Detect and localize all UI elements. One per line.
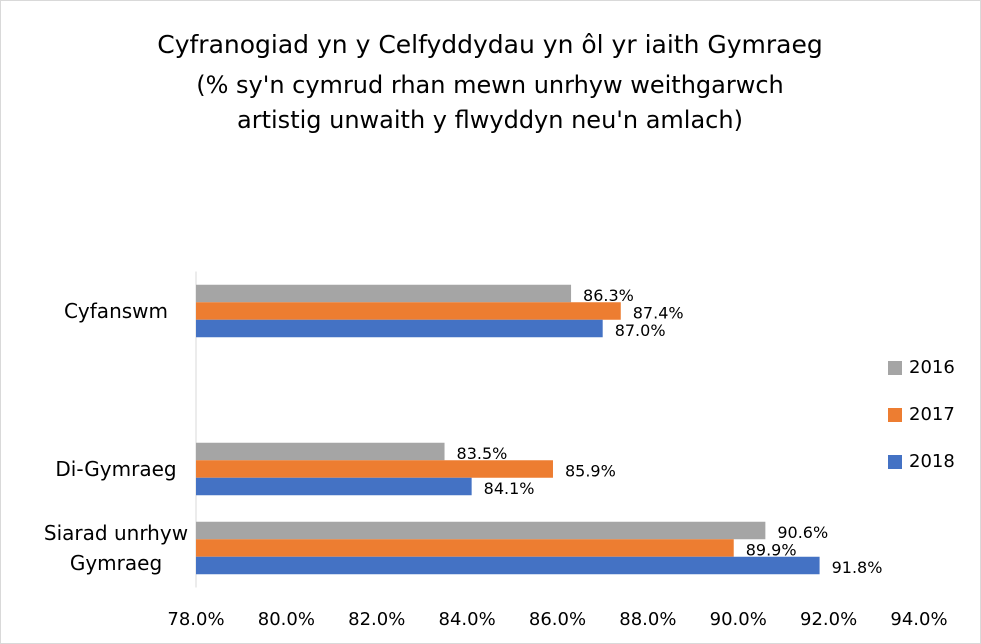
value-label: 87.4% <box>633 304 684 323</box>
legend-swatch <box>888 455 902 469</box>
bar <box>196 319 603 338</box>
legend-swatch <box>888 361 902 375</box>
value-label: 83.5% <box>457 444 508 463</box>
bar <box>196 442 445 461</box>
bar <box>196 539 734 557</box>
value-label: 89.9% <box>746 541 797 560</box>
chart-title: Cyfranogiad yn y Celfyddydau yn ôl yr ia… <box>157 30 823 59</box>
value-label: 91.8% <box>832 558 883 577</box>
x-tick-label: 80.0% <box>258 609 315 630</box>
x-tick-label: 86.0% <box>529 609 586 630</box>
bar <box>196 284 572 303</box>
x-tick-label: 90.0% <box>710 609 767 630</box>
legend-label: 2017 <box>909 404 955 425</box>
x-tick-label: 88.0% <box>619 609 676 630</box>
bar <box>196 477 472 496</box>
bar <box>196 302 621 320</box>
value-label: 87.0% <box>615 321 666 340</box>
x-tick-label: 78.0% <box>167 609 224 630</box>
x-tick-label: 82.0% <box>348 609 405 630</box>
y-tick-label: Cyfanswm <box>63 299 169 323</box>
legend-label: 2018 <box>909 451 955 472</box>
y-tick-label: Siarad unrhyw Gymraeg <box>43 521 189 575</box>
legend-swatch <box>888 408 902 422</box>
y-tick-label: Di-Gymraeg <box>55 457 177 481</box>
value-label: 90.6% <box>777 523 828 542</box>
legend-label: 2016 <box>909 357 955 378</box>
value-label: 86.3% <box>583 286 634 305</box>
bar <box>196 556 820 575</box>
x-tick-label: 94.0% <box>890 609 947 630</box>
chart-subtitle: (% sy'n cymrud rhan mewn unrhyw weithgar… <box>196 71 784 134</box>
value-label: 84.1% <box>484 479 535 498</box>
bar <box>196 521 766 540</box>
value-label: 85.9% <box>565 462 616 481</box>
x-tick-label: 84.0% <box>439 609 496 630</box>
x-tick-label: 92.0% <box>800 609 857 630</box>
bar <box>196 460 553 478</box>
